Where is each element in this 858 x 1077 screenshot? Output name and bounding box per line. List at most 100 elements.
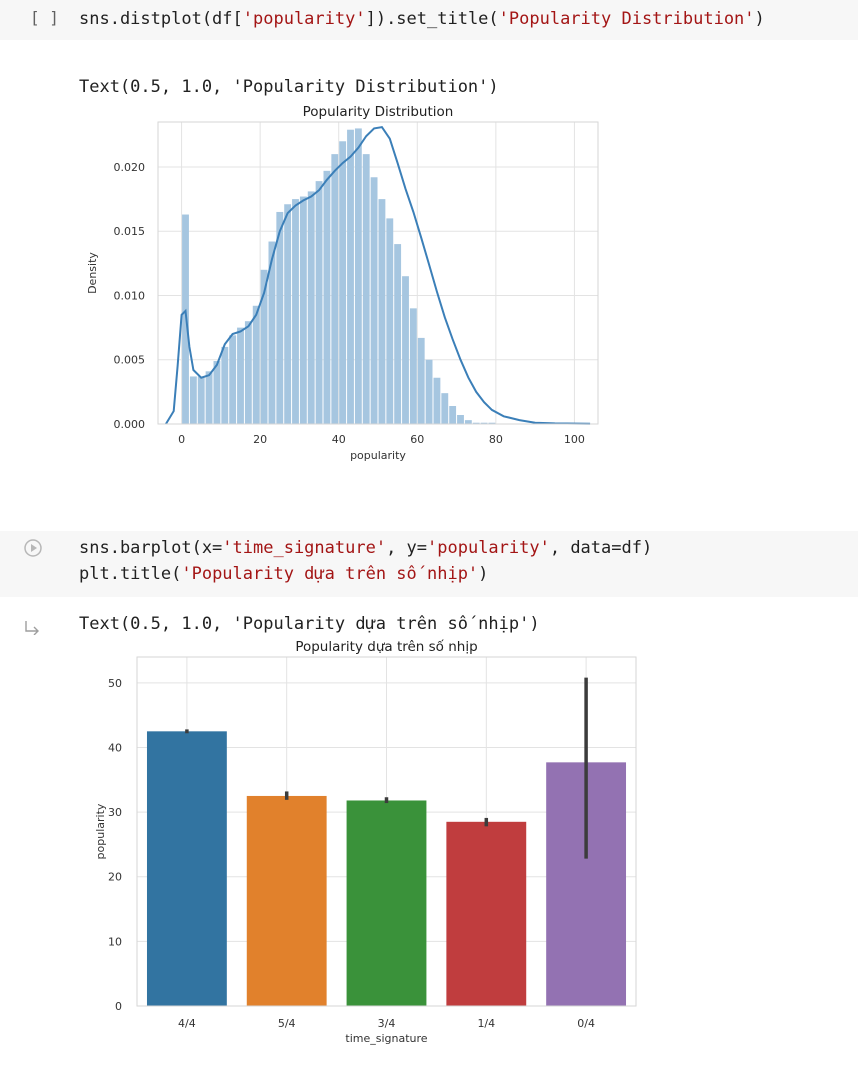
x-tick-label: 1/4 — [477, 1017, 495, 1030]
y-tick-label: 0.010 — [114, 289, 146, 302]
plot-frame — [136, 656, 637, 1007]
histogram-bar — [229, 335, 237, 424]
histogram-bar — [331, 154, 339, 424]
histogram-bar — [221, 346, 229, 424]
code-token: sns.distplot(df[ — [79, 9, 243, 29]
histogram-bar — [441, 393, 449, 424]
histogram-bar — [425, 359, 433, 424]
histogram-bar — [276, 211, 284, 424]
code-token: 'time_signature' — [222, 538, 387, 558]
histogram-bar — [299, 196, 307, 424]
code-token: plt.title( — [79, 564, 182, 584]
x-tick-label: 20 — [253, 433, 267, 446]
histogram-bar — [472, 422, 480, 424]
y-tick-label: 0.000 — [114, 418, 146, 431]
histogram-bar — [354, 128, 362, 424]
y-tick-label: 20 — [108, 871, 122, 884]
x-tick-label: 5/4 — [278, 1017, 296, 1030]
code-cell-1[interactable] — [0, 0, 858, 40]
histogram-bar — [323, 170, 331, 424]
histogram-bar — [347, 129, 354, 424]
histogram-bar — [370, 177, 378, 424]
x-tick-label: 0/4 — [577, 1017, 595, 1030]
code-token: ) — [754, 9, 765, 29]
x-tick-label: 80 — [489, 433, 503, 446]
histogram-bar — [433, 377, 441, 424]
histogram-bar — [268, 241, 276, 424]
histogram-bar — [197, 376, 205, 424]
x-tick-label: 40 — [332, 433, 346, 446]
code-cell-1-source[interactable]: sns.distplot(df['popularity']).set_title… — [79, 6, 765, 32]
x-tick-label: 3/4 — [378, 1017, 396, 1030]
code-token: ) — [478, 564, 489, 584]
bar-3-4 — [346, 800, 427, 1006]
histogram-bar — [284, 204, 292, 424]
popularity-distribution-chart: 0 20 40 60 80 100 0.000 0.005 0.010 0.015 0.020 Pop… — [86, 104, 599, 462]
histogram-bar — [362, 154, 370, 424]
histogram-bar — [417, 337, 425, 424]
code-token: , y= — [386, 538, 428, 558]
y-tick-label: 40 — [108, 741, 122, 754]
histogram-bar — [244, 321, 252, 424]
histogram-bar — [260, 269, 268, 424]
x-tick-label: 60 — [410, 433, 424, 446]
chart-title: Popularity dựa trên số nhịp — [295, 638, 477, 655]
kde-line — [165, 126, 591, 425]
histogram-bar — [402, 276, 409, 424]
plot-frame — [157, 121, 599, 425]
bar-4-4 — [146, 731, 227, 1006]
code-token: ]).set_title( — [365, 9, 499, 29]
cell-1-output-text: Text(0.5, 1.0, 'Popularity Distribution'… — [79, 77, 499, 97]
code-token: 'Popularity Distribution' — [498, 9, 755, 29]
histogram-bar — [205, 371, 213, 424]
code-token: sns.barplot(x= — [79, 538, 223, 558]
y-tick-label: 0 — [115, 1000, 122, 1013]
y-axis-label: popularity — [94, 803, 107, 859]
bar-1-4 — [446, 821, 527, 1006]
histogram-bar — [237, 327, 244, 424]
code-token: 'popularity' — [242, 9, 366, 29]
x-axis-label: time_signature — [345, 1032, 427, 1045]
x-axis-label: popularity — [350, 449, 406, 462]
x-tick-label: 100 — [564, 433, 585, 446]
histogram-bar — [457, 415, 464, 424]
output-indicator-icon — [24, 619, 40, 636]
chart-title: Popularity Distribution — [303, 104, 454, 120]
histogram-bar — [386, 218, 394, 424]
x-tick-label: 0 — [178, 433, 185, 446]
y-axis-label: Density — [86, 252, 99, 294]
histogram-bar — [480, 422, 488, 424]
histogram-bar — [189, 376, 197, 424]
y-tick-label: 0.005 — [114, 354, 146, 367]
cell-2-output-text: Text(0.5, 1.0, 'Popularity dựa trên số n… — [79, 614, 540, 634]
histogram-bar — [409, 308, 417, 424]
histogram-bar — [449, 406, 457, 424]
histogram-bar — [488, 422, 496, 424]
code-token: 'popularity' — [427, 538, 550, 558]
run-cell-2-button[interactable] — [24, 539, 42, 557]
y-tick-label: 0.015 — [114, 225, 146, 238]
code-token: 'Popularity dựa trên số nhịp' — [181, 564, 479, 584]
histogram-bar — [464, 420, 472, 424]
output-arrow-icon — [25, 621, 39, 636]
histogram-bar — [292, 199, 299, 424]
play-icon — [24, 539, 42, 557]
histogram-bar — [378, 199, 386, 424]
histogram-bar — [394, 244, 402, 424]
code-token: , data=df) — [549, 538, 653, 558]
histogram-bar — [339, 141, 347, 424]
y-tick-label: 30 — [108, 806, 122, 819]
popularity-by-time-signature-chart: 4/4 5/4 3/4 1/4 0/4 0 10 20 30 40 50 Popularity dựa… — [94, 638, 637, 1045]
run-cell-1-button[interactable]: [ ] — [30, 8, 59, 27]
x-tick-label: 4/4 — [178, 1017, 196, 1030]
histogram-bar — [315, 181, 323, 424]
histogram-bar — [307, 191, 315, 424]
y-tick-label: 0.020 — [114, 161, 146, 174]
bar-5-4 — [246, 795, 327, 1006]
y-tick-label: 10 — [108, 935, 122, 948]
histogram-bar — [213, 361, 221, 424]
code-cell-2-source[interactable]: sns.barplot(x='time_signature', y='popul… — [79, 535, 652, 587]
histogram-bar — [252, 305, 260, 424]
code-cell-2[interactable] — [0, 531, 858, 597]
y-tick-label: 50 — [108, 677, 122, 690]
